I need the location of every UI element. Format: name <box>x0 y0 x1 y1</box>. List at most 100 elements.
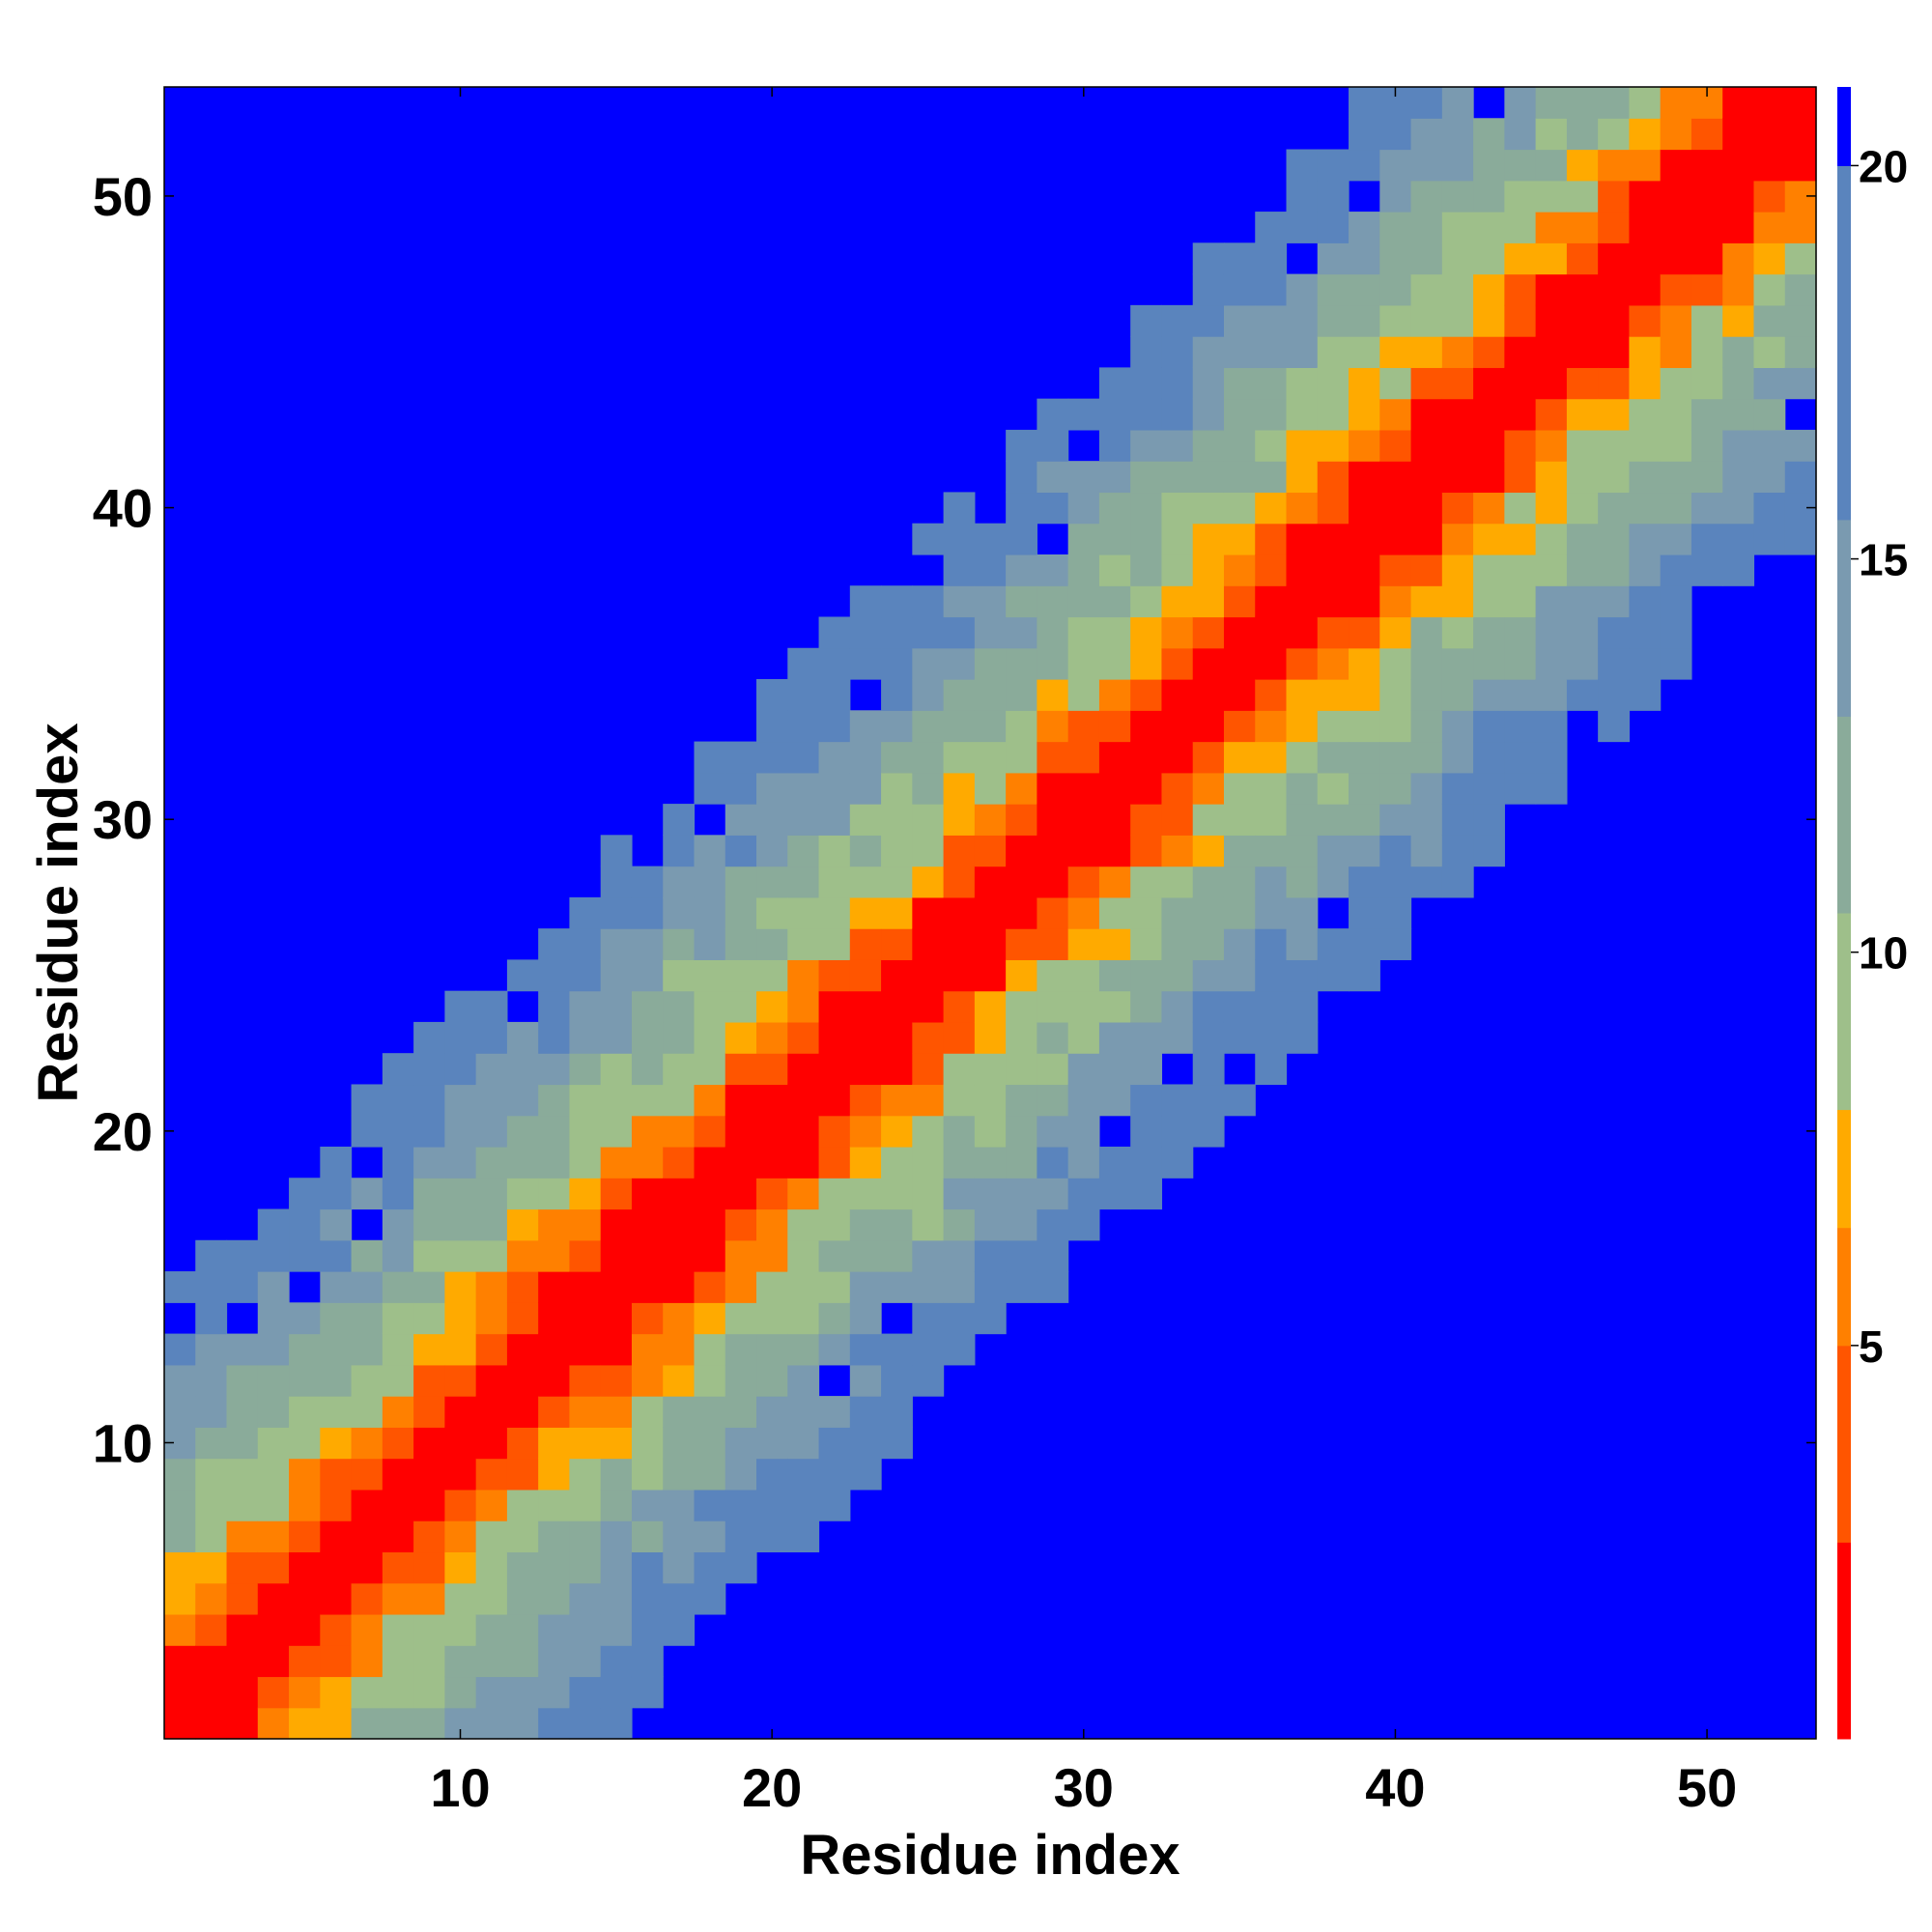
heatmap-cell <box>538 1707 571 1740</box>
heatmap-cell <box>1255 928 1288 960</box>
heatmap-cell <box>320 1333 353 1366</box>
heatmap-cell <box>1349 336 1380 368</box>
heatmap-cell <box>1255 367 1288 400</box>
heatmap-cell <box>1037 1178 1069 1210</box>
heatmap-cell <box>943 1084 976 1117</box>
heatmap-cell <box>756 772 788 805</box>
heatmap-cell <box>257 1239 290 1272</box>
heatmap-cell <box>943 1021 976 1054</box>
heatmap-cell <box>912 616 945 649</box>
heatmap-cell <box>818 1239 851 1272</box>
heatmap-cell <box>320 1582 353 1615</box>
heatmap-cell <box>195 1239 228 1272</box>
heatmap-cell <box>1006 990 1037 1023</box>
heatmap-cell <box>1286 461 1319 494</box>
heatmap-cell <box>1473 772 1505 805</box>
heatmap-cell <box>600 1021 633 1054</box>
heatmap-cell <box>787 990 820 1023</box>
heatmap-cell <box>1223 523 1256 555</box>
heatmap-cell <box>1286 616 1319 649</box>
heatmap-cell <box>974 741 1007 774</box>
heatmap-cell <box>600 1333 633 1366</box>
heatmap-cell <box>413 1271 445 1303</box>
heatmap-cell <box>818 1053 851 1086</box>
heatmap-cell <box>1255 398 1288 431</box>
heatmap-cell <box>257 1613 290 1646</box>
heatmap-cell <box>1504 242 1537 275</box>
heatmap-cell <box>663 866 696 898</box>
heatmap-cell <box>195 1551 228 1584</box>
heatmap-cell <box>631 1676 664 1709</box>
heatmap-cell <box>320 1489 353 1521</box>
heatmap-cell <box>382 1427 414 1460</box>
heatmap-cell <box>1722 212 1755 243</box>
heatmap-cell <box>663 1333 696 1366</box>
heatmap-cell <box>1660 180 1692 213</box>
heatmap-cell <box>1535 304 1568 337</box>
heatmap-cell <box>1690 523 1723 555</box>
heatmap-cell <box>756 804 788 836</box>
heatmap-cell <box>1473 804 1505 836</box>
heatmap-cell <box>694 1489 726 1521</box>
heatmap-cell <box>538 1084 571 1117</box>
heatmap-cell <box>1286 866 1319 898</box>
heatmap-cell <box>974 710 1007 743</box>
heatmap-cell <box>1410 273 1443 306</box>
heatmap-cell <box>1535 647 1568 680</box>
heatmap-cell <box>289 1582 321 1615</box>
colorbar-segment <box>1837 1345 1851 1543</box>
heatmap-cell <box>631 1333 664 1366</box>
heatmap-cell <box>631 1239 664 1272</box>
heatmap-cell <box>1441 866 1474 898</box>
heatmap-cell <box>1784 336 1817 368</box>
heatmap-cell <box>724 1084 757 1117</box>
heatmap-cell <box>787 1271 820 1303</box>
heatmap-cell <box>226 1427 259 1460</box>
heatmap-cell <box>694 1458 726 1491</box>
heatmap-cell <box>382 1053 414 1086</box>
heatmap-cell <box>787 928 820 960</box>
heatmap-cell <box>1598 647 1631 680</box>
heatmap-cell <box>912 896 945 929</box>
heatmap-cell <box>1006 1115 1037 1148</box>
heatmap-cell <box>164 1489 196 1521</box>
heatmap-cell <box>1286 398 1319 431</box>
heatmap-cell <box>1753 336 1786 368</box>
heatmap-cell <box>413 1520 445 1553</box>
heatmap-cell <box>1690 118 1723 151</box>
heatmap-cell <box>943 1053 976 1086</box>
heatmap-cell <box>506 1178 539 1210</box>
heatmap-cell <box>1660 554 1692 586</box>
heatmap-cell <box>257 1676 290 1709</box>
heatmap-cell <box>444 1271 477 1303</box>
heatmap-cell <box>257 1302 290 1335</box>
heatmap-cell <box>1784 429 1817 462</box>
heatmap-cell <box>1753 87 1786 119</box>
heatmap-cell <box>1161 866 1194 898</box>
plot-frame <box>163 86 1817 1740</box>
heatmap-cell <box>569 1489 602 1521</box>
heatmap-cell <box>164 1333 196 1366</box>
heatmap-cell <box>1349 118 1380 151</box>
heatmap-cell <box>849 928 882 960</box>
heatmap-cell <box>1161 804 1194 836</box>
heatmap-cell <box>1598 585 1631 618</box>
heatmap-cell <box>1753 273 1786 306</box>
heatmap-cell <box>444 1146 477 1179</box>
heatmap-cell <box>1255 304 1288 337</box>
heatmap-cell <box>631 990 664 1023</box>
heatmap-cell <box>1192 896 1225 929</box>
heatmap-cell <box>631 1178 664 1210</box>
heatmap-cell <box>1504 87 1537 119</box>
heatmap-cell <box>849 959 882 992</box>
heatmap-cell <box>475 1676 508 1709</box>
heatmap-cell <box>1130 959 1163 992</box>
heatmap-cell <box>195 1645 228 1678</box>
heatmap-cell <box>1441 523 1474 555</box>
heatmap-cell <box>382 1551 414 1584</box>
heatmap-cell <box>849 1458 882 1491</box>
heatmap-cell <box>1037 959 1069 992</box>
heatmap-cell <box>1317 273 1350 306</box>
heatmap-cell <box>631 1053 664 1086</box>
heatmap-cell <box>881 1084 913 1117</box>
